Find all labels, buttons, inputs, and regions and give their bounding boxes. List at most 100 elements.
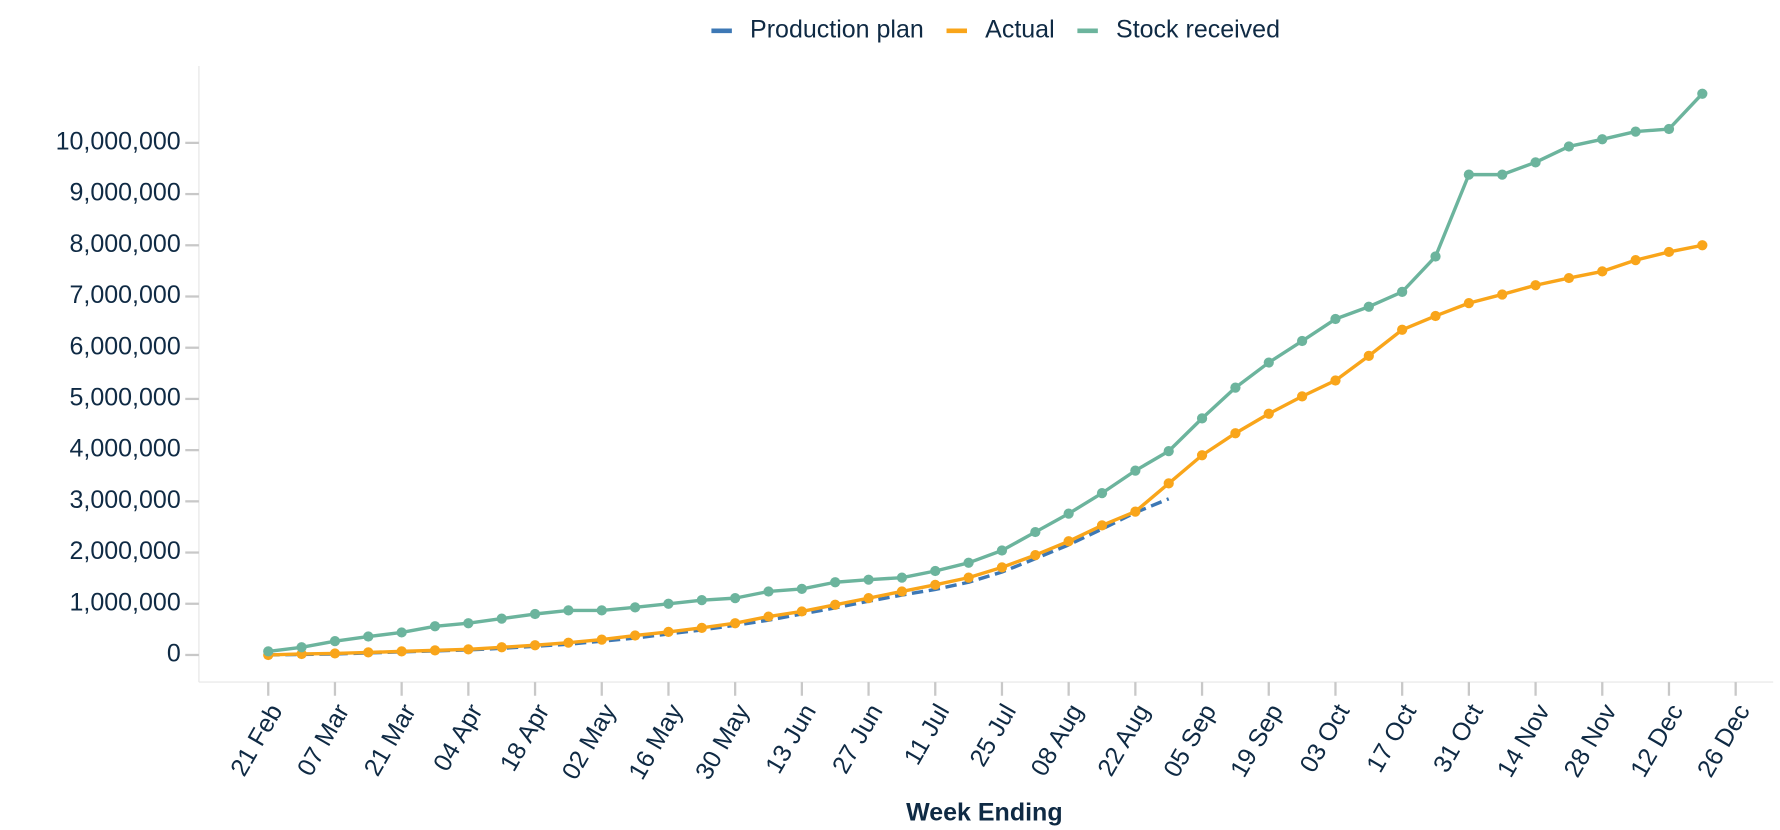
data-point: [1697, 88, 1708, 99]
data-point: [1230, 428, 1241, 439]
x-tick-label: 21 Feb: [225, 699, 288, 780]
x-tick-label: 08 Aug: [1025, 699, 1088, 780]
data-point: [1363, 350, 1374, 362]
data-point: [1563, 272, 1575, 284]
legend-label: Production plan: [750, 15, 924, 43]
data-point: [363, 647, 374, 658]
x-tick-label: 14 Nov: [1492, 699, 1556, 782]
data-point: [1096, 488, 1108, 499]
data-point: [896, 572, 908, 583]
data-point: [863, 593, 874, 604]
x-axis-title: Week Ending: [906, 799, 1063, 827]
data-point: [1296, 335, 1308, 347]
data-point: [1530, 157, 1541, 168]
data-point: [1563, 141, 1575, 152]
x-tick-label: 26 Dec: [1692, 699, 1756, 782]
x-tick-label: 05 Sep: [1158, 699, 1222, 782]
y-tick-label: 8,000,000: [70, 230, 181, 258]
data-point: [1430, 310, 1441, 322]
data-point: [1063, 536, 1074, 547]
x-tick-label: 12 Dec: [1625, 699, 1689, 782]
data-point: [1263, 357, 1274, 368]
data-point: [1163, 446, 1174, 457]
legend-label: Stock received: [1116, 15, 1280, 43]
data-point: [1530, 280, 1541, 291]
data-point: [663, 626, 674, 638]
data-point: [1030, 549, 1041, 561]
data-point: [629, 602, 641, 613]
data-point: [596, 605, 607, 616]
data-point: [763, 586, 774, 597]
data-point: [1063, 508, 1074, 519]
data-point: [830, 577, 841, 588]
y-tick-label: 2,000,000: [70, 537, 181, 565]
x-tick-label: 19 Sep: [1225, 699, 1289, 782]
x-tick-label: 04 Apr: [428, 699, 488, 776]
y-tick-label: 7,000,000: [70, 281, 181, 309]
data-point: [396, 646, 407, 657]
data-point: [1630, 126, 1641, 137]
data-point: [1330, 375, 1341, 386]
x-tick-label: 22 Aug: [1092, 699, 1155, 780]
data-point: [563, 637, 574, 648]
data-point: [1697, 240, 1708, 251]
data-point: [730, 618, 741, 629]
data-point: [663, 598, 674, 609]
data-point: [1163, 478, 1174, 489]
data-point: [1597, 134, 1608, 145]
x-tick-label: 27 Jun: [827, 699, 889, 778]
series-line: [268, 92, 1704, 654]
data-point: [363, 631, 374, 642]
data-point: [1030, 526, 1041, 538]
series-line: [268, 243, 1703, 657]
y-tick-label: 0: [167, 640, 181, 668]
data-point: [596, 634, 607, 645]
y-tick-label: 3,000,000: [70, 486, 181, 514]
data-point: [930, 579, 941, 590]
data-point: [1397, 286, 1408, 298]
y-tick-label: 10,000,000: [56, 127, 181, 155]
data-point: [1130, 465, 1141, 476]
x-tick-label: 03 Oct: [1294, 699, 1355, 777]
data-point: [996, 562, 1008, 573]
legend-item: Actual: [946, 15, 1055, 43]
x-tick-label: 28 Nov: [1558, 699, 1622, 782]
data-point: [1263, 408, 1274, 419]
data-point: [1663, 246, 1675, 258]
data-point: [529, 640, 541, 651]
y-tick-label: 1,000,000: [70, 588, 181, 616]
x-tick-label: 07 Mar: [292, 699, 355, 780]
legend-label: Actual: [985, 15, 1054, 43]
data-point: [1363, 301, 1374, 312]
data-point: [1230, 382, 1241, 393]
data-point: [496, 642, 507, 653]
data-point: [796, 583, 807, 595]
x-tick-label: 30 May: [690, 699, 755, 784]
data-point: [396, 627, 407, 638]
data-point: [930, 565, 941, 577]
data-point: [1096, 520, 1108, 531]
data-point: [496, 613, 507, 624]
x-tick-label: 11 Jul: [899, 699, 956, 769]
data-point: [296, 642, 307, 653]
data-point: [963, 557, 974, 568]
data-point: [463, 618, 474, 629]
data-point: [1130, 506, 1141, 517]
y-tick-label: 9,000,000: [70, 179, 181, 207]
data-point: [730, 593, 741, 604]
data-point: [1296, 391, 1308, 402]
data-point: [863, 574, 874, 585]
data-point: [329, 636, 341, 647]
data-point: [896, 586, 908, 597]
data-point: [463, 644, 474, 655]
data-point: [796, 606, 807, 617]
x-tick-label: 16 May: [623, 699, 688, 784]
data-point: [1430, 251, 1441, 262]
data-point: [529, 608, 541, 620]
series-line: [268, 497, 1170, 657]
y-tick-label: 6,000,000: [70, 332, 181, 360]
data-point: [1497, 169, 1508, 180]
data-point: [263, 646, 274, 657]
x-tick-label: 02 May: [557, 699, 622, 784]
